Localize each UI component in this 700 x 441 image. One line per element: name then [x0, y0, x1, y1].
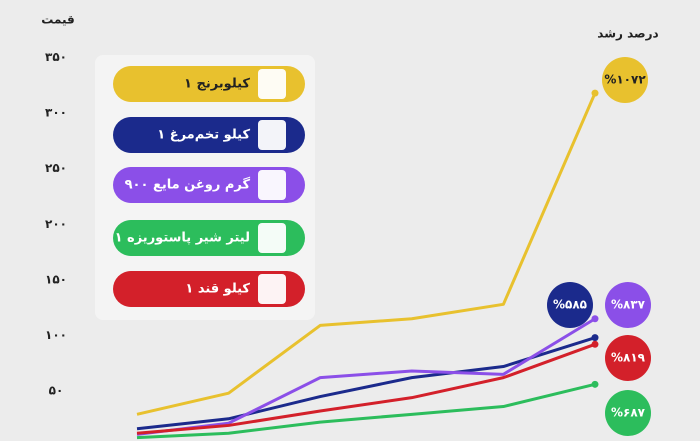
growth-label: %۱۰۷۲ — [604, 73, 646, 87]
legend-pill — [113, 117, 305, 153]
legend-icon — [258, 120, 286, 150]
growth-header: درصد رشد — [597, 27, 658, 41]
legend-pill — [113, 220, 305, 256]
legend-icon — [258, 274, 286, 304]
y-tick-label: ۲۰۰ — [45, 217, 67, 231]
end-point — [591, 340, 599, 348]
legend-icon — [258, 223, 286, 253]
growth-label: %۵۸۵ — [553, 298, 587, 312]
legend-label: ۱ کیلو قند — [185, 282, 250, 297]
legend-label: ۱ لیتر شیر پاستوریزه — [115, 231, 250, 246]
legend-pill — [113, 66, 305, 102]
growth-label: %۸۳۷ — [611, 298, 646, 312]
legend-label: ۹۰۰ گرم روغن مایع — [125, 177, 251, 193]
end-point — [591, 334, 599, 342]
growth-badge — [605, 390, 651, 436]
legend-icon — [258, 69, 286, 99]
y-tick-label: ۱۵۰ — [45, 272, 67, 286]
series-line — [136, 336, 596, 431]
legend-label: ۱ کیلوبرنج — [184, 77, 250, 92]
end-point — [591, 89, 599, 97]
growth-label: %۸۱۹ — [611, 351, 646, 365]
series-line — [136, 317, 596, 436]
y-tick-label: ۳۵۰ — [45, 50, 67, 64]
y-tick-label: ۵۰ — [49, 383, 64, 397]
y-tick-label: ۲۵۰ — [45, 161, 67, 175]
series-line — [136, 342, 596, 435]
y-tick-label: ۳۰۰ — [45, 106, 67, 120]
series-line — [136, 382, 596, 440]
growth-badge — [605, 282, 651, 328]
growth-badge — [547, 282, 593, 328]
growth-badge — [605, 335, 651, 381]
end-point — [591, 315, 599, 323]
legend-pill — [113, 167, 305, 203]
growth-badge — [602, 57, 648, 103]
growth-label: %۶۸۷ — [611, 406, 646, 420]
legend-pill — [113, 271, 305, 307]
y-axis-label: قیمت — [41, 13, 75, 27]
end-point — [591, 380, 599, 388]
legend-icon — [258, 170, 286, 200]
y-tick-label: ۱۰۰ — [45, 328, 67, 342]
legend-label: ۱ کیلو تخم‌مرغ — [157, 128, 250, 143]
series-line — [136, 92, 597, 416]
